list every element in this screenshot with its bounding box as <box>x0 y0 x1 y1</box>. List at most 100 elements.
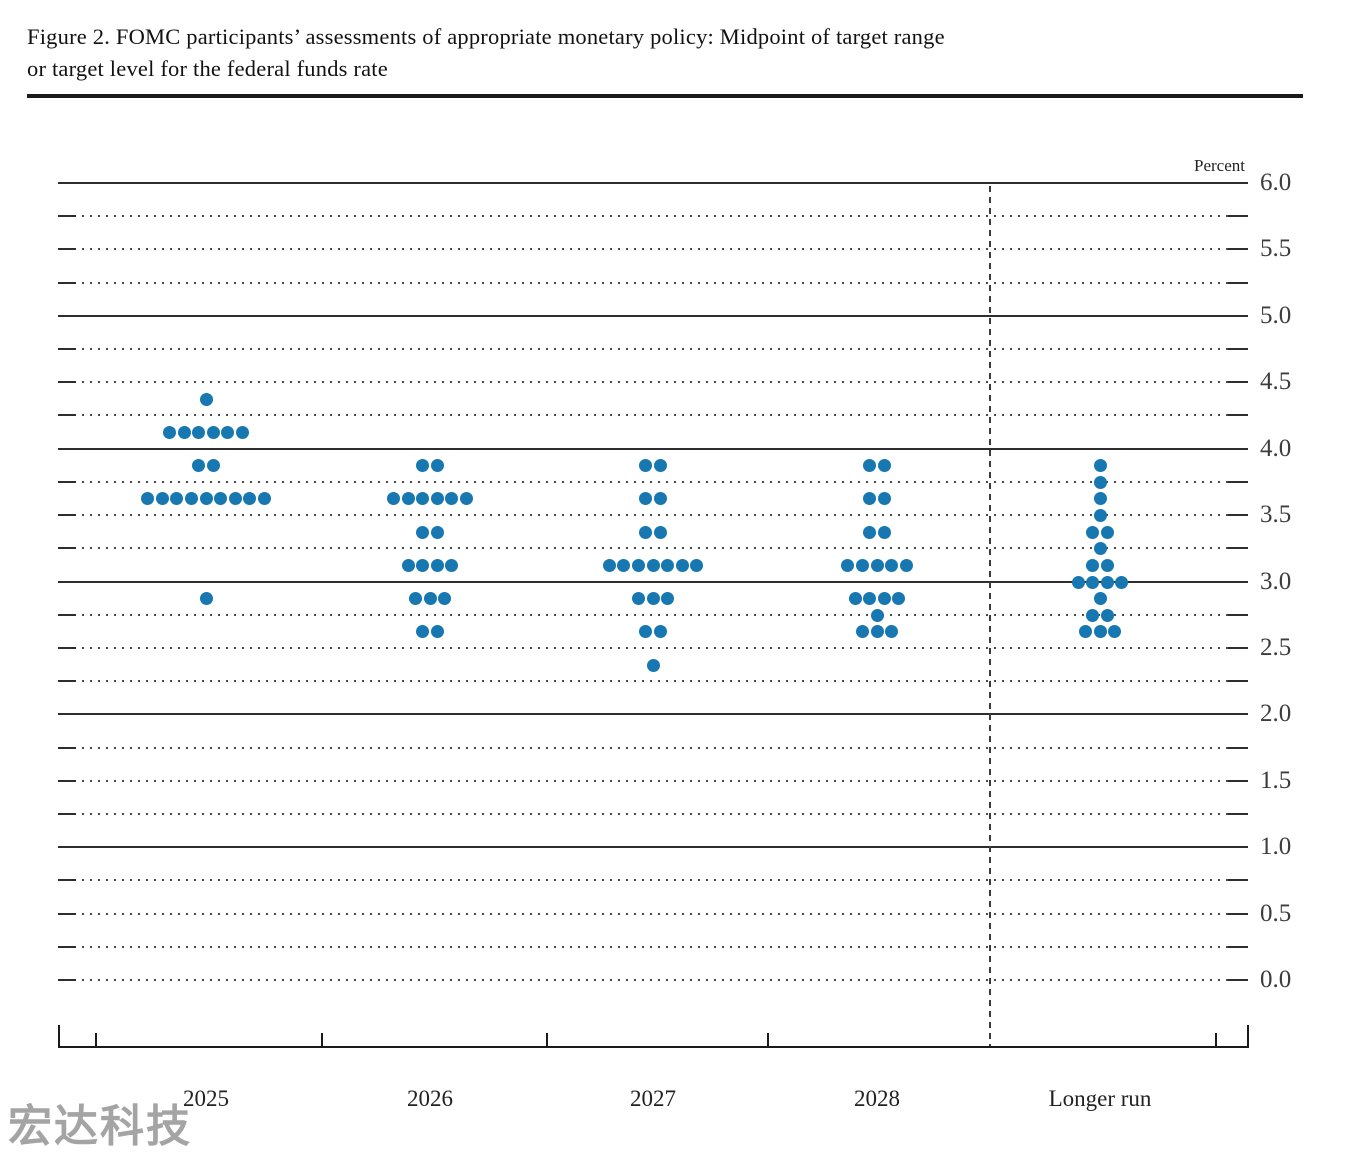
projection-dot <box>855 558 869 572</box>
gridline-left-tick <box>58 680 76 682</box>
projection-dot <box>855 624 869 638</box>
projection-dot <box>892 591 906 605</box>
projection-dot <box>257 491 271 505</box>
projection-dot <box>401 558 415 572</box>
projection-dot <box>639 491 653 505</box>
gridline-minor <box>58 647 1248 649</box>
projection-dot <box>646 558 660 572</box>
x-axis-category-label: 2026 <box>407 1086 453 1111</box>
gridline-minor <box>58 813 1248 815</box>
projection-dot <box>199 491 213 505</box>
gridline-right-tick <box>1228 481 1248 483</box>
projection-dot <box>1093 508 1107 522</box>
projection-dot <box>228 491 242 505</box>
projection-dot <box>646 658 660 672</box>
projection-dot <box>1086 575 1100 589</box>
projection-dot <box>870 624 884 638</box>
x-axis-category-label: 2025 <box>183 1086 229 1111</box>
gridline-right-tick <box>1228 248 1248 250</box>
gridline-right-tick <box>1228 913 1248 915</box>
y-axis-label: 6.0 <box>1260 169 1292 196</box>
projection-dot <box>430 558 444 572</box>
gridline-left-tick <box>58 647 76 649</box>
projection-dot <box>617 558 631 572</box>
projection-dot <box>155 491 169 505</box>
gridline-minor <box>58 979 1248 981</box>
projection-dot <box>870 608 884 622</box>
figure-title-line-2: or target level for the federal funds ra… <box>27 56 388 81</box>
x-axis-tick <box>767 1033 769 1046</box>
projection-dot <box>661 558 675 572</box>
projection-dot <box>646 591 660 605</box>
projection-dot <box>639 525 653 539</box>
projection-dot <box>184 491 198 505</box>
gridline-minor <box>58 414 1248 416</box>
projection-dot <box>192 458 206 472</box>
projection-dot <box>1078 624 1092 638</box>
gridline-minor <box>58 215 1248 217</box>
projection-dot <box>460 491 473 505</box>
projection-dot <box>863 458 877 472</box>
figure-title-line-1: Figure 2. FOMC participants’ assessments… <box>27 24 945 49</box>
x-axis-tick <box>321 1033 323 1046</box>
projection-dot <box>206 425 220 439</box>
gridline-left-tick <box>58 780 76 782</box>
y-axis-label: 4.0 <box>1260 435 1292 462</box>
gridline-major <box>58 713 1248 715</box>
projection-dot <box>863 491 877 505</box>
projection-dot <box>423 591 437 605</box>
gridline-major <box>58 182 1248 184</box>
projection-dot <box>1086 525 1100 539</box>
projection-dot <box>177 425 191 439</box>
x-axis-category-label: 2027 <box>630 1086 676 1111</box>
projection-dot <box>1093 475 1107 489</box>
projection-dot <box>430 491 444 505</box>
gridline-left-tick <box>58 481 76 483</box>
gridline-minor <box>58 514 1248 516</box>
projection-dot <box>653 624 667 638</box>
x-axis-category-label: Longer run <box>1048 1086 1152 1111</box>
projection-dot <box>243 491 257 505</box>
gridline-left-tick <box>58 514 76 516</box>
projection-dot <box>870 558 884 572</box>
gridline-left-tick <box>58 414 76 416</box>
projection-dot <box>408 591 422 605</box>
projection-dot <box>430 458 444 472</box>
gridline-left-tick <box>58 282 76 284</box>
projection-dot <box>416 525 430 539</box>
x-axis-line <box>58 1046 1249 1048</box>
gridline-minor <box>58 913 1248 915</box>
gridline-minor <box>58 946 1248 948</box>
projection-dot <box>841 558 855 572</box>
gridline-left-tick <box>58 381 76 383</box>
projection-dot <box>877 591 891 605</box>
projection-dot <box>631 558 645 572</box>
projection-dot <box>863 591 877 605</box>
gridline-right-tick <box>1228 680 1248 682</box>
projection-dot <box>199 392 213 406</box>
projection-dot <box>430 525 444 539</box>
y-axis-label: 1.0 <box>1260 833 1292 860</box>
gridline-right-tick <box>1228 514 1248 516</box>
projection-dot <box>653 491 667 505</box>
projection-dot <box>863 525 877 539</box>
projection-dot <box>1093 541 1107 555</box>
projection-dot <box>401 491 415 505</box>
year-separator-dashed-line <box>989 186 991 1046</box>
projection-dot <box>1086 608 1100 622</box>
gridline-left-tick <box>58 946 76 948</box>
y-axis-label: 2.5 <box>1260 634 1292 661</box>
projection-dot <box>1093 624 1107 638</box>
projection-dot <box>1100 558 1114 572</box>
projection-dot <box>170 491 184 505</box>
gridline-right-tick <box>1228 414 1248 416</box>
y-axis-label: 4.5 <box>1260 368 1292 395</box>
gridline-right-tick <box>1228 946 1248 948</box>
gridline-left-tick <box>58 747 76 749</box>
projection-dot <box>1093 491 1107 505</box>
projection-dot <box>639 624 653 638</box>
gridline-left-tick <box>58 913 76 915</box>
watermark: 宏达科技 <box>8 1101 192 1152</box>
title-rule <box>27 94 1303 98</box>
